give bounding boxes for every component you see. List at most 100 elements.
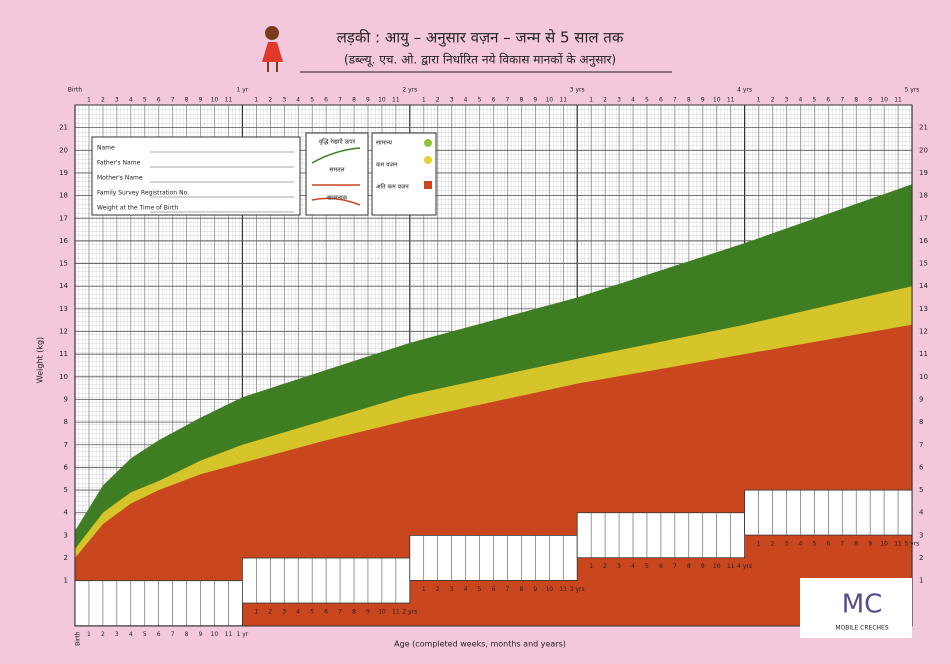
month-label: 10 [880,541,888,548]
month-label: 8 [854,541,858,548]
month-label: 11 [559,586,567,593]
month-label: 7 [506,97,510,104]
y-tick-label: 21 [59,124,68,132]
month-label: 8 [687,97,691,104]
y-tick-label: 4 [64,509,69,517]
month-label: 10 [378,97,386,104]
y-tick-label: 20 [919,146,928,154]
month-label: 2 [771,97,775,104]
y-tick-label: 15 [59,260,68,268]
y-tick-label: 6 [919,463,924,471]
year-label: 3 yrs [570,586,585,593]
y-tick-label: 3 [64,531,68,539]
y-tick-label: 13 [919,305,928,313]
month-label: 8 [519,97,523,104]
month-label: 3 [617,97,621,104]
month-label: 3 [115,97,119,104]
y-tick-label: 2 [919,554,923,562]
month-label: 5 [310,97,314,104]
month-label: 9 [701,563,705,570]
month-label: 11 [894,97,902,104]
chart-subtitle: (डब्ल्यू. एच. ओ. द्वारा निर्धारित नये वि… [344,53,616,68]
y-tick-label: 13 [59,305,68,313]
y-tick-label: 16 [59,237,68,245]
month-label: 1 [757,97,761,104]
legend-text: कम वज़न [376,162,398,169]
logo-mark: MC [842,590,883,620]
month-label: 2 [268,609,272,616]
y-tick-label: 5 [64,486,68,494]
month-label: 10 [545,97,553,104]
month-label: 3 [115,631,119,638]
y-tick-label: 16 [919,237,928,245]
month-label: 2 [268,97,272,104]
month-label: 7 [171,97,175,104]
y-tick-label: 1 [919,577,923,585]
legend-text: समतल [329,167,345,174]
month-label: 9 [701,97,705,104]
month-label: 7 [673,563,677,570]
legend-text: अति कम वज़न [376,183,409,191]
month-label: 6 [826,97,830,104]
month-label: 2 [603,563,607,570]
year-label: 2 yrs [402,609,417,616]
legend-text: सामान्य [376,140,393,147]
x-axis-label: Age (completed weeks, months and years) [394,640,566,649]
month-label: 2 [603,97,607,104]
month-label: 1 [87,97,91,104]
month-label: 10 [211,631,219,638]
legend-text: खतरनाक [327,195,348,202]
month-label: 6 [324,97,328,104]
logo: MC MOBILE CRECHES [800,578,912,638]
month-label: 1 [757,541,761,548]
month-label: 2 [101,631,105,638]
month-label: 11 [727,563,735,570]
month-label: 1 [87,631,91,638]
chart: लड़की : आयु – अनुसार वज़न – जन्म से 5 सा… [0,0,951,664]
month-label: 1 [422,97,426,104]
month-label: 6 [659,563,663,570]
month-label: 9 [868,97,872,104]
y-tick-label: 8 [64,418,68,426]
chart-title: लड़की : आयु – अनुसार वज़न – जन्म से 5 सा… [337,29,624,48]
y-tick-label: 12 [59,328,68,336]
y-tick-label: 17 [919,214,928,222]
y-tick-label: 1 [64,577,68,585]
month-label: 1 [589,97,593,104]
form-field: Family Survey Registration No. [97,190,189,197]
month-label: 2 [101,97,105,104]
month-label: 9 [366,609,370,616]
month-label: 9 [199,97,203,104]
month-label: 3 [450,586,454,593]
y-tick-label: 8 [919,418,923,426]
legend-text: वृद्धि रेखाएँ ऊपर [319,138,356,146]
y-tick-label: 11 [919,350,928,358]
y-tick-label: 19 [59,169,68,177]
month-label: 4 [631,97,635,104]
month-label: 8 [352,609,356,616]
year-label: Birth [68,87,83,94]
month-label: 4 [129,97,133,104]
y-tick-label: 2 [64,554,68,562]
month-label: 5 [310,609,314,616]
month-label: 10 [378,609,386,616]
y-tick-label: 10 [59,373,68,381]
month-label: 1 [422,586,426,593]
month-label: 10 [713,97,721,104]
month-label: 4 [464,97,468,104]
month-label: 1 [254,97,258,104]
legend-swatch [424,139,432,147]
logo-name: MOBILE CRECHES [835,625,888,632]
month-label: 7 [673,97,677,104]
y-tick-label: 12 [919,328,928,336]
month-label: 11 [225,97,233,104]
month-label: 10 [880,97,888,104]
y-tick-label: 3 [919,531,923,539]
month-label: 11 [392,609,400,616]
y-tick-label: 21 [919,124,928,132]
month-label: 11 [559,97,567,104]
y-tick-label: 10 [919,373,928,381]
month-label: 9 [868,541,872,548]
month-label: 9 [199,631,203,638]
